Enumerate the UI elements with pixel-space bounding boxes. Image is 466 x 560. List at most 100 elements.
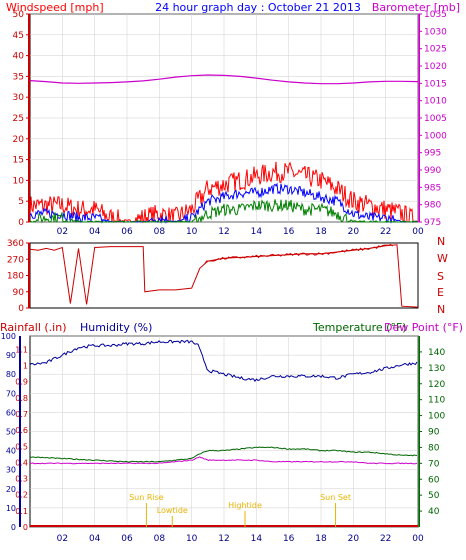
wind-x-tick-label: 10 xyxy=(186,227,198,237)
climate-x-tick-label: 04 xyxy=(89,534,101,544)
temperature-tick-label: 50 xyxy=(428,491,440,501)
wind-tick-label: 25 xyxy=(13,114,24,124)
wind-x-tick-label: 22 xyxy=(380,227,391,237)
barometer-tick-label: 1005 xyxy=(424,114,447,124)
rainfall-tick-label: 0.6 xyxy=(15,426,28,435)
climate-x-tick-label: 20 xyxy=(348,534,360,544)
temperature-series xyxy=(29,446,418,463)
climate-x-tick-label: 16 xyxy=(283,534,295,544)
rainfall-tick-label: 0.5 xyxy=(15,442,28,451)
wind-tick-label: 45 xyxy=(13,31,24,41)
temperature-tick-label: 140 xyxy=(428,348,445,358)
direction-panel xyxy=(29,242,419,309)
humidity-tick-label: 60 xyxy=(6,408,16,417)
barometer-tick-label: 995 xyxy=(424,149,441,159)
climate-x-tick-label: 14 xyxy=(251,534,263,544)
barometer-tick-label: 1020 xyxy=(424,62,447,72)
barometer-tick-label: 1000 xyxy=(424,131,447,141)
barometer-tick-label: 1030 xyxy=(424,27,447,37)
climate-x-tick-label: 18 xyxy=(315,534,327,544)
climate-x-tick-label: 00 xyxy=(412,534,424,544)
climate-x-tick-label: 12 xyxy=(218,534,229,544)
compass-label-s: S xyxy=(437,270,444,283)
climate-x-tick-label: 06 xyxy=(121,534,133,544)
wind-tick-label: 40 xyxy=(13,52,25,62)
wind-gust-series xyxy=(29,161,419,224)
barometer-tick-label: 985 xyxy=(424,183,441,193)
wind-x-tick-label: 06 xyxy=(121,227,133,237)
barometer-axis-label: Barometer [mb] xyxy=(372,1,460,14)
temperature-tick-label: 90 xyxy=(428,428,440,438)
dewpoint-axis-label: Dew Point (°F) xyxy=(384,321,463,334)
wind-tick-label: 0 xyxy=(18,218,24,228)
wind-x-tick-label: 02 xyxy=(57,227,68,237)
humidity-tick-label: 100 xyxy=(1,332,16,341)
direction-tick-label: 90 xyxy=(13,288,25,298)
rainfall-axis-label: Rainfall (.in) xyxy=(0,321,67,334)
humidity-series xyxy=(29,339,418,382)
temperature-tick-label: 100 xyxy=(428,412,445,422)
rainfall-tick-label: 0.7 xyxy=(15,410,28,419)
barometer-tick-label: 1035 xyxy=(424,10,447,20)
wind-tick-label: 5 xyxy=(18,197,24,207)
wind-direction-jitter xyxy=(204,243,393,265)
wind-tick-label: 15 xyxy=(13,156,24,166)
temperature-tick-label: 130 xyxy=(428,364,445,374)
temperature-axis-label: Temperature (°F) xyxy=(312,321,407,334)
event-label: Sun Set xyxy=(320,493,351,502)
humidity-tick-label: 50 xyxy=(6,428,16,437)
humidity-tick-label: 0 xyxy=(11,523,16,532)
temperature-tick-label: 40 xyxy=(428,507,440,517)
event-label: Sun Rise xyxy=(129,493,164,502)
wind-tick-label: 10 xyxy=(13,176,25,186)
rainfall-tick-label: 0.2 xyxy=(15,491,28,500)
compass-label-w: W xyxy=(437,252,448,265)
windspeed-axis-label: Windspeed [mph] xyxy=(6,1,104,14)
wind-tick-label: 35 xyxy=(13,72,24,82)
wind-speed-series xyxy=(29,199,418,224)
rainfall-tick-label: 0 xyxy=(23,523,28,532)
temperature-tick-label: 110 xyxy=(428,396,445,406)
temperature-tick-label: 120 xyxy=(428,380,445,390)
compass-label-n: N xyxy=(437,235,445,248)
rainfall-tick-label: 1.1 xyxy=(15,345,28,354)
wind-x-tick-label: 08 xyxy=(154,227,166,237)
barometer-tick-label: 990 xyxy=(424,166,441,176)
barometer-tick-label: 1010 xyxy=(424,97,447,107)
event-label: Lowtide xyxy=(157,506,188,515)
temperature-tick-label: 70 xyxy=(428,459,440,469)
barometer-tick-label: 1015 xyxy=(424,79,447,89)
direction-tick-label: 360 xyxy=(7,239,24,249)
humidity-tick-label: 20 xyxy=(6,485,16,494)
event-label: Hightide xyxy=(228,501,262,510)
humidity-tick-label: 40 xyxy=(6,447,16,456)
humidity-tick-label: 70 xyxy=(6,389,16,398)
humidity-tick-label: 10 xyxy=(6,504,16,513)
wind-x-tick-label: 16 xyxy=(283,227,295,237)
humidity-tick-label: 90 xyxy=(6,351,16,360)
humidity-tick-label: 80 xyxy=(6,370,16,379)
wind-x-tick-label: 18 xyxy=(315,227,327,237)
rainfall-tick-label: 0.3 xyxy=(15,475,28,484)
direction-tick-label: 180 xyxy=(7,272,24,282)
rainfall-tick-label: 0.8 xyxy=(15,394,28,403)
climate-x-tick-label: 22 xyxy=(380,534,391,544)
temperature-tick-label: 80 xyxy=(428,443,440,453)
humidity-axis-label: Humidity (%) xyxy=(80,321,152,334)
wind-x-tick-label: 20 xyxy=(348,227,360,237)
barometer-tick-label: 1025 xyxy=(424,45,447,55)
wind-tick-label: 30 xyxy=(13,93,25,103)
temperature-tick-label: 60 xyxy=(428,475,440,485)
climate-x-tick-label: 08 xyxy=(154,534,166,544)
wind-x-tick-label: 04 xyxy=(89,227,101,237)
compass-label-n: N xyxy=(437,303,445,316)
rainfall-tick-label: 0.9 xyxy=(15,378,28,387)
wind-tick-label: 20 xyxy=(13,135,25,145)
dewpoint-series xyxy=(29,456,418,465)
humidity-tick-label: 30 xyxy=(6,466,16,475)
direction-tick-label: 0 xyxy=(18,304,24,314)
wind-tick-label: 50 xyxy=(13,10,25,20)
barometer-tick-label: 980 xyxy=(424,201,441,211)
